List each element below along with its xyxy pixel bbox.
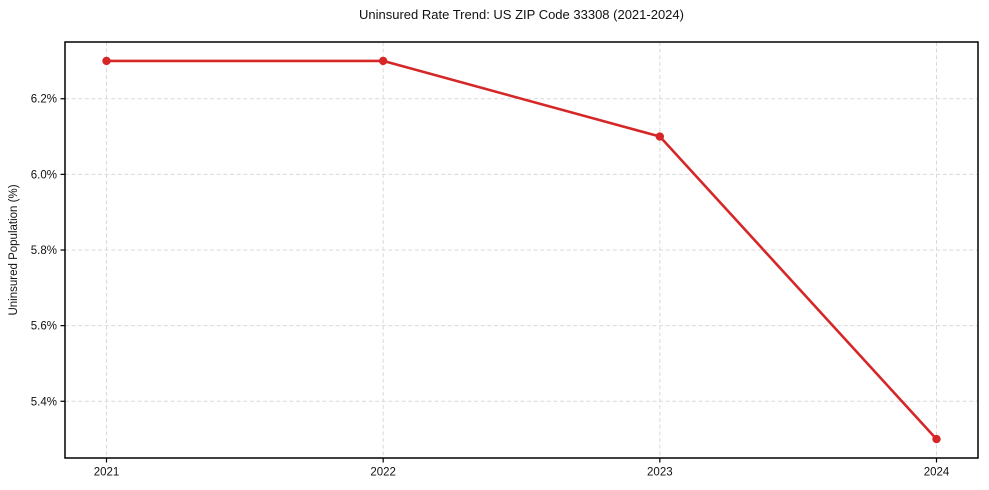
y-tick-label: 6.2% [31,94,57,106]
x-tick-label: 2022 [370,467,396,479]
data-point [655,132,665,141]
axes-frame [64,41,979,459]
data-point [378,56,388,66]
data-point [102,56,111,66]
x-tick-label: 2021 [94,467,120,479]
x-tick-label: 2023 [647,467,673,479]
y-tick-label: 5.6% [31,321,57,333]
data-point [932,434,941,444]
chart-title: Uninsured Rate Trend: US ZIP Code 33308 … [359,7,684,22]
trend-line [105,59,938,441]
y-tick-label: 5.4% [31,396,57,408]
x-tick-label: 2024 [924,467,950,479]
y-tick-label: 6.0% [31,169,57,181]
y-tick-label: 5.8% [31,245,57,257]
